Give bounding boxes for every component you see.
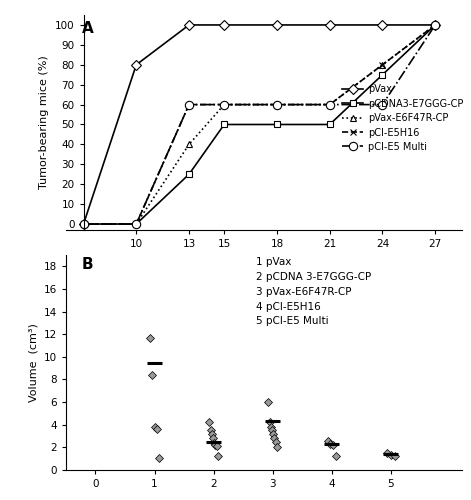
pCDNA3-E7GGG-CP <box>221 122 227 128</box>
pCDNA3-E7GGG-CP <box>133 221 139 227</box>
Y-axis label: Volume  (cm³): Volume (cm³) <box>28 323 38 402</box>
Line: pVax: pVax <box>80 22 439 228</box>
pVax <box>186 22 192 28</box>
pVax <box>81 221 86 227</box>
pCI-E5H16 <box>186 102 192 107</box>
pCI-E5H16 <box>81 221 86 227</box>
Line: pCI-E5H16: pCI-E5H16 <box>80 22 439 228</box>
pVax-E6F47R-CP <box>274 102 280 107</box>
pVax-E6F47R-CP <box>133 221 139 227</box>
pCI-E5 Multi <box>327 102 333 107</box>
pCI-E5 Multi <box>221 102 227 107</box>
pCDNA3-E7GGG-CP <box>432 22 438 28</box>
pCI-E5H16 <box>432 22 438 28</box>
Line: pCDNA3-E7GGG-CP: pCDNA3-E7GGG-CP <box>80 22 439 228</box>
pCDNA3-E7GGG-CP <box>81 221 86 227</box>
Text: B: B <box>82 257 93 272</box>
pVax <box>432 22 438 28</box>
pCDNA3-E7GGG-CP <box>380 72 385 78</box>
pCI-E5 Multi <box>133 221 139 227</box>
pCI-E5H16 <box>327 102 333 107</box>
pCI-E5 Multi <box>81 221 86 227</box>
pCI-E5H16 <box>274 102 280 107</box>
pVax-E6F47R-CP <box>327 102 333 107</box>
pCDNA3-E7GGG-CP <box>186 172 192 177</box>
pCDNA3-E7GGG-CP <box>274 122 280 128</box>
pVax <box>327 22 333 28</box>
pVax <box>133 62 139 68</box>
pCI-E5 Multi <box>432 22 438 28</box>
Line: pCI-E5 Multi: pCI-E5 Multi <box>79 21 439 228</box>
pVax-E6F47R-CP <box>186 142 192 148</box>
Y-axis label: Tumor-bearing mice (%): Tumor-bearing mice (%) <box>39 56 49 190</box>
pCI-E5 Multi <box>186 102 192 107</box>
pVax <box>221 22 227 28</box>
pCI-E5H16 <box>380 62 385 68</box>
X-axis label: Time (days post-challenge): Time (days post-challenge) <box>188 254 340 264</box>
pCI-E5 Multi <box>274 102 280 107</box>
pVax-E6F47R-CP <box>221 102 227 107</box>
pCI-E5 Multi <box>380 102 385 107</box>
pVax-E6F47R-CP <box>81 221 86 227</box>
pCI-E5H16 <box>133 221 139 227</box>
pVax-E6F47R-CP <box>432 22 438 28</box>
pCI-E5H16 <box>221 102 227 107</box>
pVax <box>380 22 385 28</box>
pVax-E6F47R-CP <box>380 62 385 68</box>
pVax <box>274 22 280 28</box>
Text: 1 pVax
2 pCDNA 3-E7GGG-CP
3 pVax-E6F47R-CP
4 pCI-E5H16
5 pCI-E5 Multi: 1 pVax 2 pCDNA 3-E7GGG-CP 3 pVax-E6F47R-… <box>256 257 371 326</box>
Text: A: A <box>82 22 94 36</box>
Legend: pVax, pCDNA3-E7GGG-CP, pVax-E6F47R-CP, pCI-E5H16, pCI-E5 Multi: pVax, pCDNA3-E7GGG-CP, pVax-E6F47R-CP, p… <box>341 84 464 153</box>
Line: pVax-E6F47R-CP: pVax-E6F47R-CP <box>80 22 439 228</box>
pCDNA3-E7GGG-CP <box>327 122 333 128</box>
